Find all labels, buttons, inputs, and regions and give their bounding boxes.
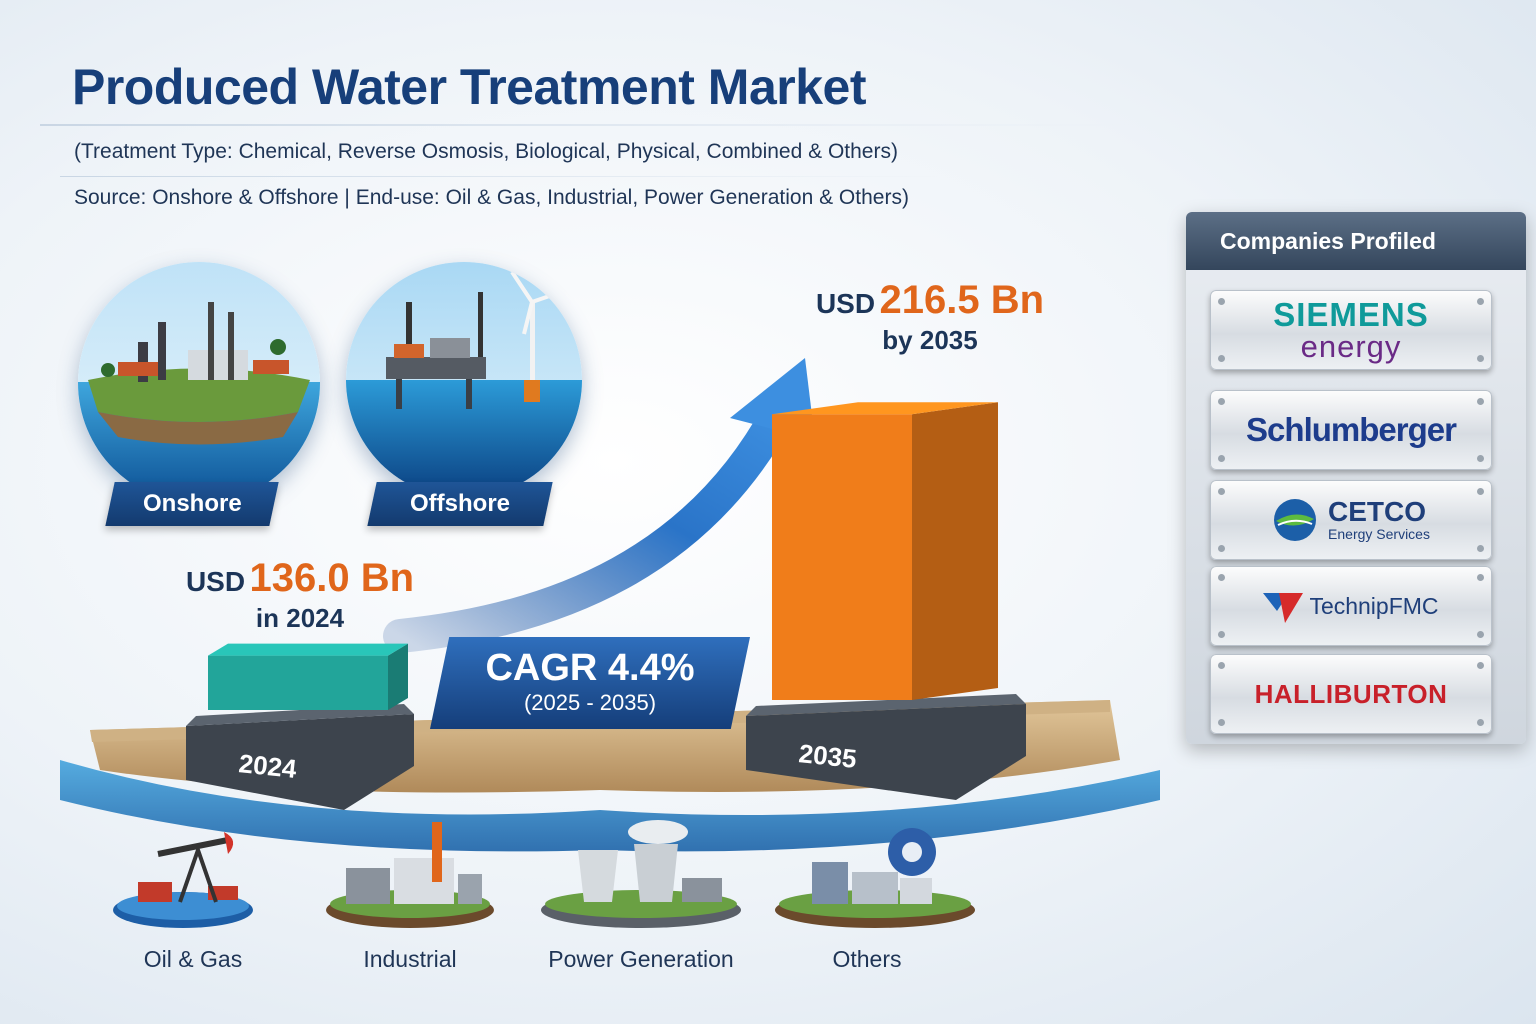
technipfmc-mark-icon (1263, 593, 1304, 623)
subtitle-divider (60, 176, 940, 177)
enduse-label-others: Others (832, 946, 902, 972)
industrial-icon (326, 822, 494, 928)
bar-side-2024 (388, 643, 408, 710)
cetco-globe-icon (1274, 499, 1317, 541)
title-divider (40, 124, 1130, 126)
source-enduse-line: Source: Onshore & Offshore | End-use: Oi… (74, 186, 909, 209)
page-title: Produced Water Treatment Market (72, 59, 866, 115)
others-icon (775, 828, 975, 928)
logo-halliburton: HALLIBURTON (1210, 654, 1492, 734)
bar-2024 (208, 655, 388, 710)
bar-top-2035 (772, 402, 998, 415)
bar-label-2024: 2024 (237, 748, 298, 784)
value-callout-2024: USD 136.0 Bn in 2024 (170, 556, 430, 634)
cagr-period: (2025 - 2035) (523, 690, 657, 715)
treatment-type-subtitle: (Treatment Type: Chemical, Reverse Osmos… (74, 140, 898, 163)
callout-2035-sub: by 2035 (882, 325, 978, 355)
cetco-wordmark: CETCO (1328, 496, 1427, 527)
bar-2035 (772, 414, 912, 700)
cetco-subtitle: Energy Services (1328, 526, 1430, 542)
bar-pedestal-top-2035 (746, 694, 1026, 716)
logo-technipfmc: TechnipFMC (1210, 566, 1492, 646)
power-generation-icon (541, 820, 741, 928)
companies-panel: Companies Profiled SIEMENS energy Schlum… (1186, 212, 1526, 744)
logo-schlumberger: Schlumberger (1210, 390, 1492, 470)
value-callout-2035: USD 216.5 Bn by 2035 (800, 278, 1060, 356)
bar-top-2024 (208, 643, 408, 656)
callout-2035-value: 216.5 Bn (879, 278, 1045, 322)
offshore-globe-illustration (346, 262, 582, 498)
technipfmc-wordmark: TechnipFMC (1309, 592, 1439, 619)
companies-heading: Companies Profiled (1186, 212, 1526, 270)
callout-2024-prefix: USD (185, 566, 246, 597)
enduse-label-power-generation: Power Generation (548, 946, 734, 972)
enduse-label-oil-gas: Oil & Gas (143, 946, 243, 972)
bar-side-2035 (912, 402, 998, 700)
offshore-scene-icon (346, 262, 582, 498)
schlumberger-wordmark: Schlumberger (1246, 411, 1457, 448)
oil-gas-icon (113, 832, 253, 928)
callout-2035-prefix: USD (815, 288, 876, 319)
bar-pedestal-2024 (186, 714, 414, 810)
cagr-banner: CAGR 4.4% (2025 - 2035) (430, 637, 750, 729)
bar-pedestal-2035 (746, 704, 1026, 800)
enduse-label-industrial: Industrial (363, 946, 457, 972)
siemens-wordmark: SIEMENS (1273, 296, 1429, 333)
logo-siemens-energy: SIEMENS energy (1210, 290, 1492, 370)
halliburton-wordmark: HALLIBURTON (1254, 678, 1448, 709)
energy-wordmark: energy (1300, 329, 1402, 364)
logo-cetco: CETCO Energy Services (1210, 480, 1492, 560)
cagr-value: CAGR 4.4% (485, 647, 695, 689)
bar-label-2035: 2035 (797, 738, 858, 774)
callout-2024-value: 136.0 Bn (249, 556, 415, 600)
callout-2024-sub: in 2024 (255, 603, 345, 633)
